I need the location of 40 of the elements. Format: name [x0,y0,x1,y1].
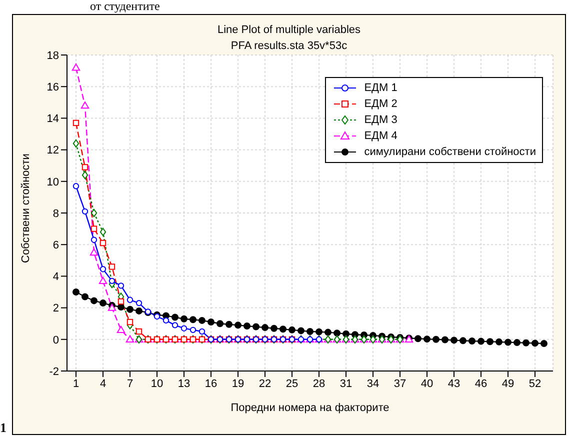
x-tick-label: 52 [528,378,542,390]
x-tick-label: 7 [126,378,134,390]
x-tick-label: 25 [286,378,298,390]
legend-label: ЕДМ 1 [364,82,398,94]
x-tick-label: 4 [100,378,106,390]
y-tick-label: 0 [52,334,59,346]
y-axis-title: Собствени стойности [20,154,32,263]
x-tick-label: 28 [312,378,326,390]
y-tick-label: 16 [46,82,59,94]
x-tick-label: 19 [232,378,244,390]
x-tick-label: 31 [340,378,352,390]
y-tick-label: 2 [52,302,59,315]
y-tick-label: -2 [49,366,59,378]
x-tick-label: 34 [366,378,380,390]
x-tick-label: 43 [448,378,460,390]
y-tick-label: 14 [46,113,59,126]
text: 1 [0,420,6,436]
x-tick-label: 22 [258,378,272,390]
x-tick-label: 10 [150,378,164,390]
x-tick-label: 40 [420,378,434,390]
legend-label: ЕДМ 3 [364,114,398,126]
x-tick-label: 49 [502,378,514,390]
y-tick-label: 6 [52,240,59,252]
x-tick-label: 13 [178,378,190,390]
y-tick-label: 4 [52,271,59,284]
legend-label: симулирани собствени стойности [364,146,536,158]
x-axis-title: Поредни номера на факторите [230,402,390,414]
y-tick-label: 8 [52,208,59,220]
x-tick-label: 16 [204,378,218,390]
x-tick-label: 1 [72,378,80,390]
y-tick-label: 18 [46,50,59,62]
x-tick-label: 37 [394,378,406,390]
y-tick-label: 10 [46,176,59,188]
legend-label: ЕДМ 4 [364,130,398,142]
legend-label: ЕДМ 2 [364,98,398,110]
x-tick-label: 46 [474,378,488,390]
y-tick-label: 12 [46,144,59,157]
chart-subtitle: PFA results.sta 35v*53c [230,40,348,52]
chart-title: Line Plot of multiple variables [216,24,362,36]
text: от студентите [90,0,160,13]
